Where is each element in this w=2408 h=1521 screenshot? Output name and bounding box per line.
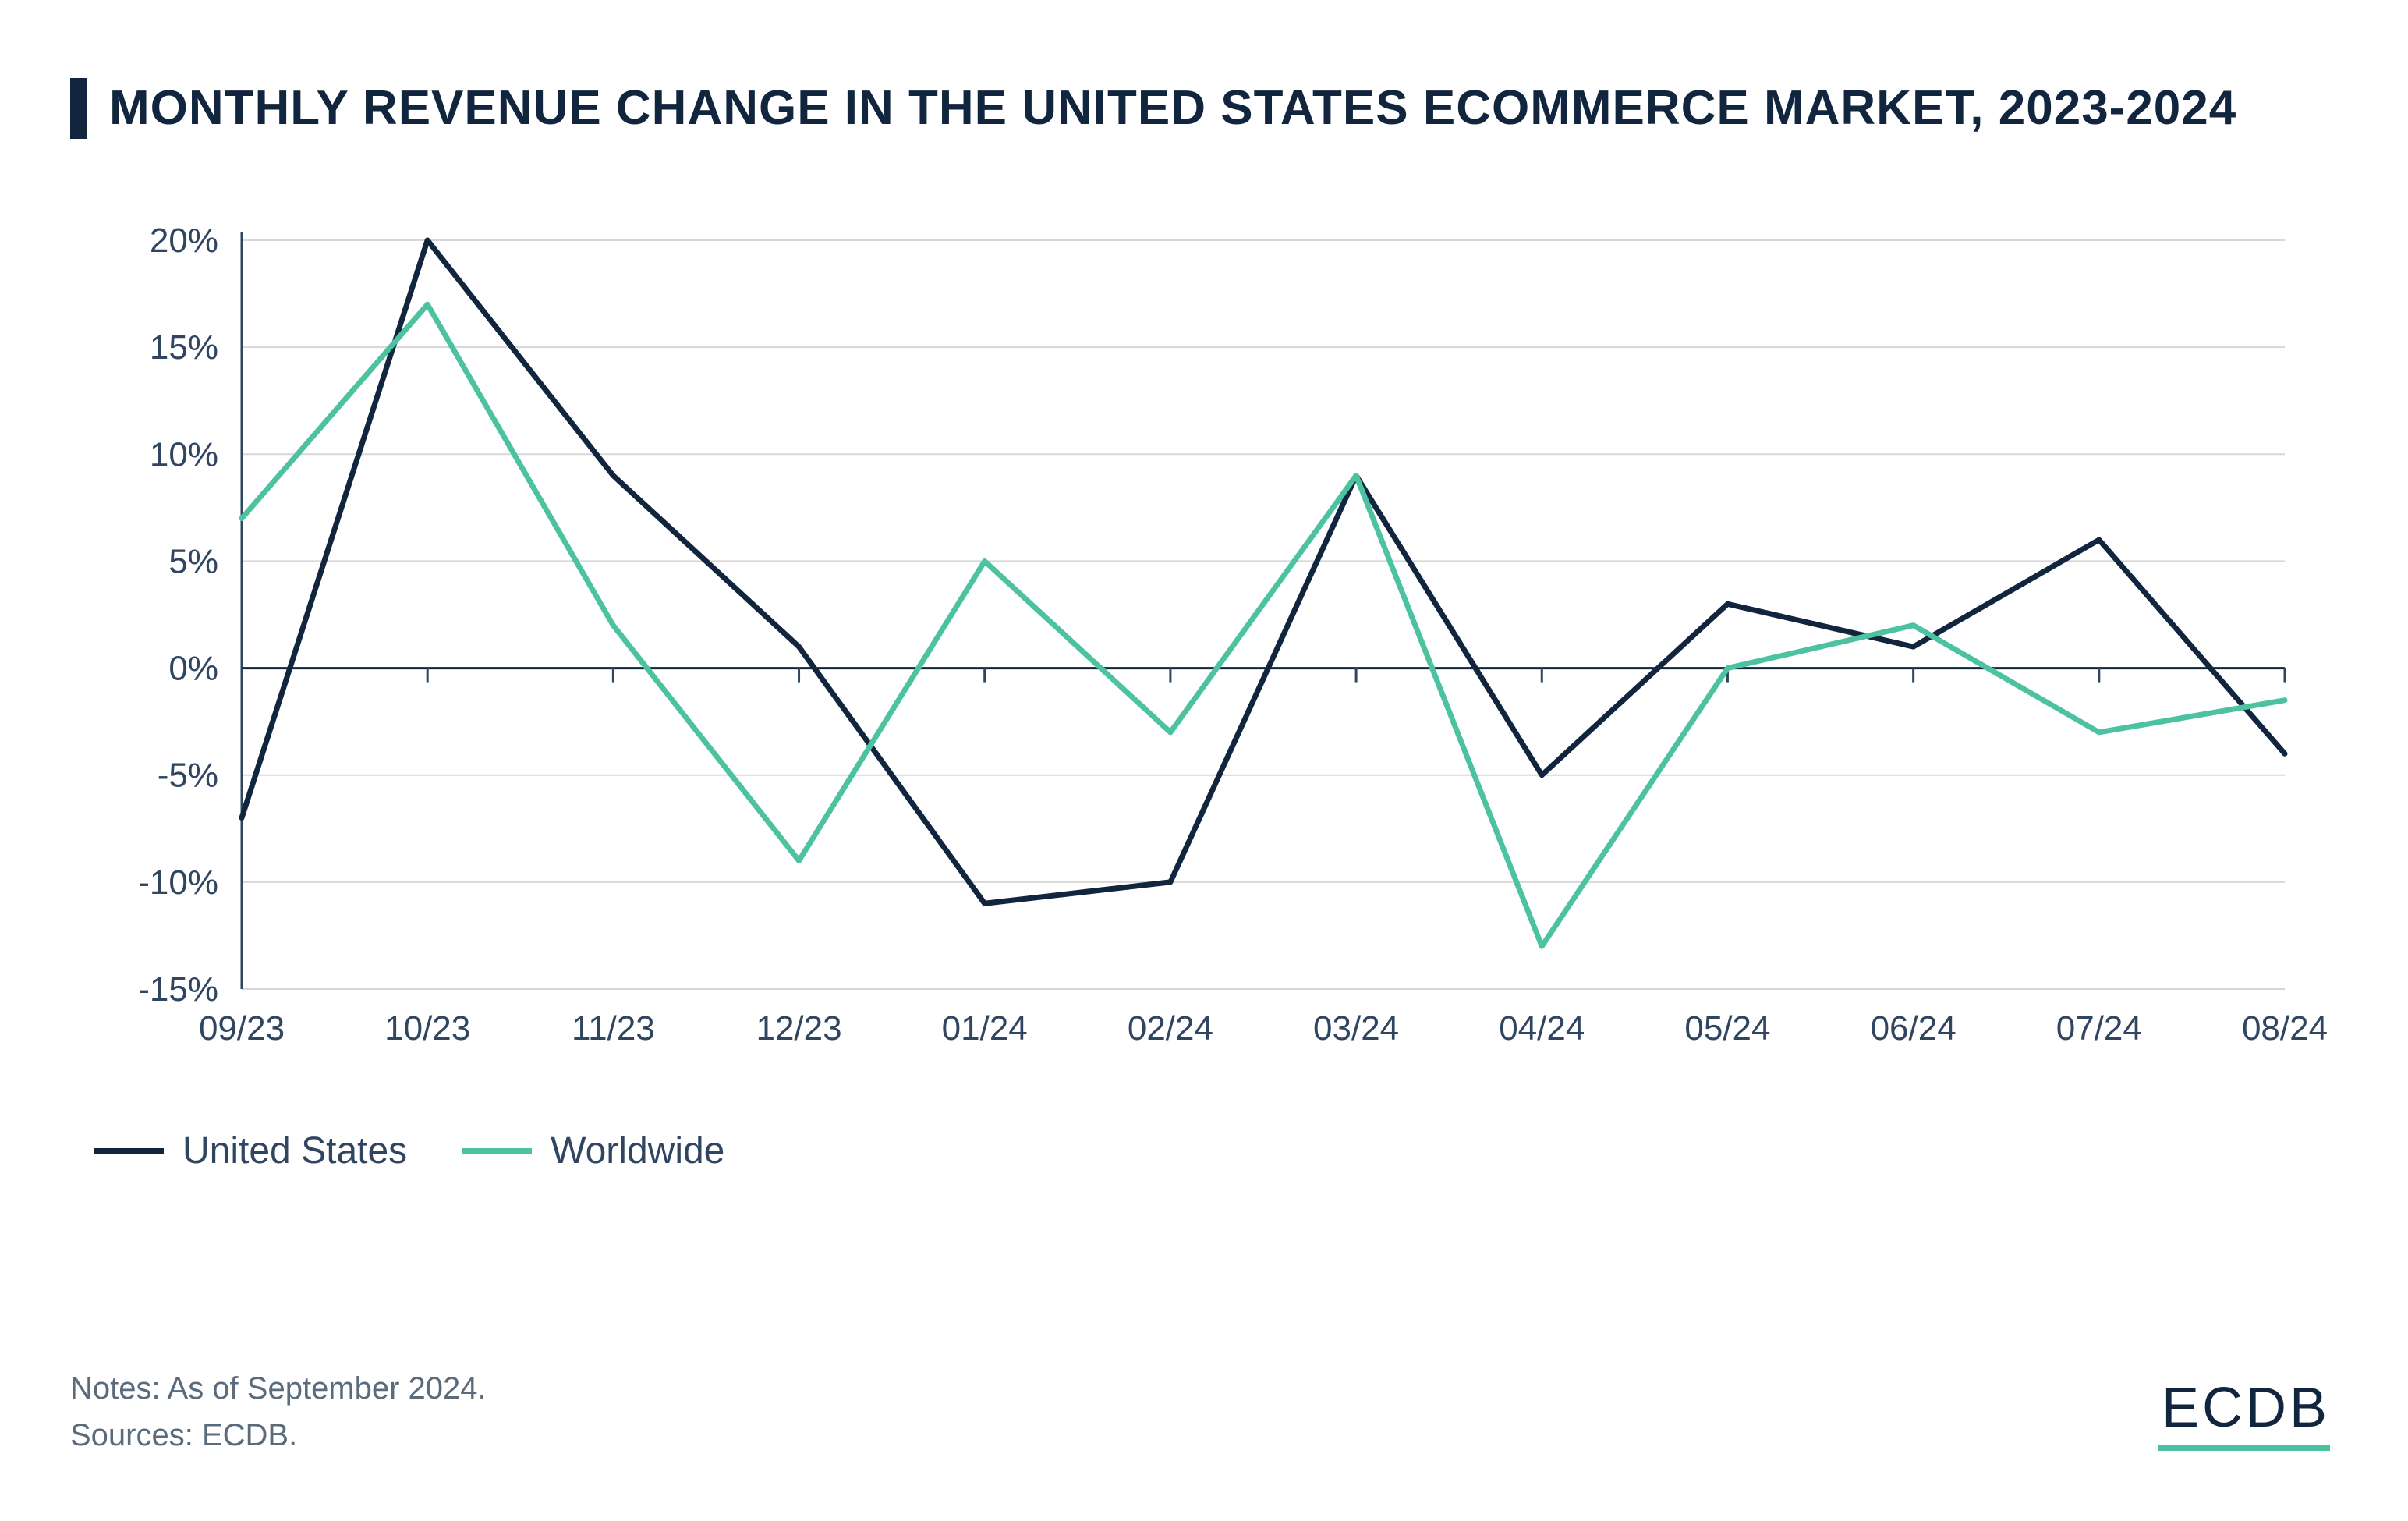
svg-text:06/24: 06/24 bbox=[1871, 1009, 1956, 1048]
sources-text: Sources: ECDB. bbox=[70, 1412, 487, 1459]
svg-text:-15%: -15% bbox=[138, 970, 218, 1009]
brand-underline bbox=[2158, 1445, 2330, 1451]
svg-text:01/24: 01/24 bbox=[942, 1009, 1028, 1048]
legend-item-ww: Worldwide bbox=[462, 1129, 724, 1172]
chart-title: MONTHLY REVENUE CHANGE IN THE UNITED STA… bbox=[109, 78, 2236, 139]
svg-text:09/23: 09/23 bbox=[199, 1009, 285, 1048]
svg-text:10/23: 10/23 bbox=[384, 1009, 470, 1048]
svg-text:10%: 10% bbox=[150, 435, 218, 473]
title-block: MONTHLY REVENUE CHANGE IN THE UNITED STA… bbox=[70, 78, 2338, 139]
footer-notes: Notes: As of September 2024. Sources: EC… bbox=[70, 1365, 487, 1459]
svg-text:15%: 15% bbox=[150, 328, 218, 367]
legend-swatch-ww bbox=[462, 1148, 532, 1154]
svg-text:08/24: 08/24 bbox=[2242, 1009, 2328, 1048]
legend: United States Worldwide bbox=[94, 1129, 2338, 1172]
chart-svg: -15% -10% -5% 0% 5% 10% 15% 20% 09/23 10/23 11/23 1… bbox=[70, 217, 2332, 1075]
svg-text:0%: 0% bbox=[168, 649, 218, 687]
svg-text:11/23: 11/23 bbox=[572, 1009, 655, 1048]
svg-text:02/24: 02/24 bbox=[1128, 1009, 1213, 1048]
svg-text:12/23: 12/23 bbox=[756, 1009, 841, 1048]
notes-text: Notes: As of September 2024. bbox=[70, 1365, 487, 1412]
brand-text: ECDB bbox=[2158, 1376, 2330, 1440]
chart-page: MONTHLY REVENUE CHANGE IN THE UNITED STA… bbox=[0, 0, 2408, 1521]
line-chart: -15% -10% -5% 0% 5% 10% 15% 20% 09/23 10/23 11/23 1… bbox=[70, 217, 2332, 1075]
legend-item-us: United States bbox=[94, 1129, 407, 1172]
legend-swatch-us bbox=[94, 1148, 164, 1154]
svg-text:05/24: 05/24 bbox=[1684, 1009, 1770, 1048]
svg-text:04/24: 04/24 bbox=[1499, 1009, 1585, 1048]
svg-text:5%: 5% bbox=[168, 542, 218, 580]
svg-text:-5%: -5% bbox=[158, 756, 218, 794]
brand-logo: ECDB bbox=[2158, 1376, 2330, 1451]
svg-text:07/24: 07/24 bbox=[2056, 1009, 2142, 1048]
title-accent-bar bbox=[70, 78, 87, 139]
svg-text:03/24: 03/24 bbox=[1313, 1009, 1399, 1048]
legend-label-us: United States bbox=[182, 1129, 407, 1172]
svg-text:20%: 20% bbox=[150, 222, 218, 260]
svg-text:-10%: -10% bbox=[138, 863, 218, 901]
legend-label-ww: Worldwide bbox=[551, 1129, 724, 1172]
